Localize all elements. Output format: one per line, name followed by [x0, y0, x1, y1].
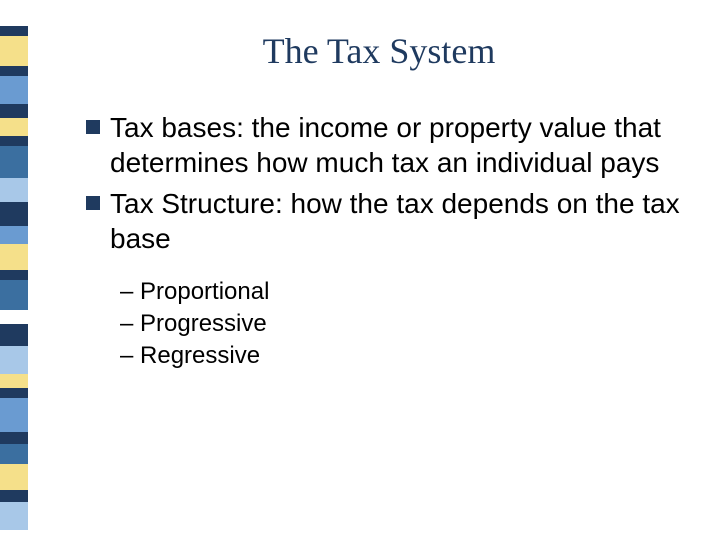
- sidebar-block: [0, 76, 28, 104]
- sidebar-block: [0, 388, 28, 398]
- sidebar-block: [0, 36, 28, 66]
- bullet-text: Tax Structure: how the tax depends on th…: [110, 186, 680, 256]
- sidebar-block: [0, 202, 28, 226]
- sub-bullet-item: – Proportional: [120, 278, 680, 306]
- sidebar-block: [0, 490, 28, 502]
- sidebar-block: [0, 432, 28, 444]
- decorative-sidebar: [0, 0, 28, 540]
- sidebar-block: [0, 244, 28, 270]
- square-bullet-icon: [86, 196, 100, 210]
- slide-content: The Tax System Tax bases: the income or …: [28, 0, 720, 540]
- sidebar-block: [0, 324, 28, 346]
- sidebar-block: [0, 26, 28, 36]
- sidebar-block: [0, 226, 28, 244]
- sidebar-block: [0, 502, 28, 530]
- square-bullet-icon: [86, 120, 100, 134]
- sidebar-block: [0, 346, 28, 374]
- sidebar-block: [0, 178, 28, 202]
- sidebar-block: [0, 374, 28, 388]
- sidebar-block: [0, 280, 28, 310]
- sidebar-block: [0, 118, 28, 136]
- sidebar-block: [0, 136, 28, 146]
- sidebar-block: [0, 444, 28, 464]
- sidebar-block: [0, 0, 28, 26]
- sidebar-block: [0, 398, 28, 432]
- sidebar-block: [0, 66, 28, 76]
- sidebar-block: [0, 464, 28, 490]
- sub-bullet-item: – Progressive: [120, 310, 680, 338]
- sidebar-block: [0, 104, 28, 118]
- slide-title: The Tax System: [78, 30, 680, 72]
- bullet-item: Tax bases: the income or property value …: [86, 110, 680, 180]
- sidebar-block: [0, 146, 28, 178]
- main-bullet-list: Tax bases: the income or property value …: [78, 110, 680, 256]
- bullet-item: Tax Structure: how the tax depends on th…: [86, 186, 680, 256]
- sub-bullet-list: – Proportional – Progressive – Regressive: [78, 278, 680, 370]
- sidebar-block: [0, 310, 28, 324]
- sub-bullet-item: – Regressive: [120, 342, 680, 370]
- bullet-text: Tax bases: the income or property value …: [110, 110, 680, 180]
- sidebar-block: [0, 270, 28, 280]
